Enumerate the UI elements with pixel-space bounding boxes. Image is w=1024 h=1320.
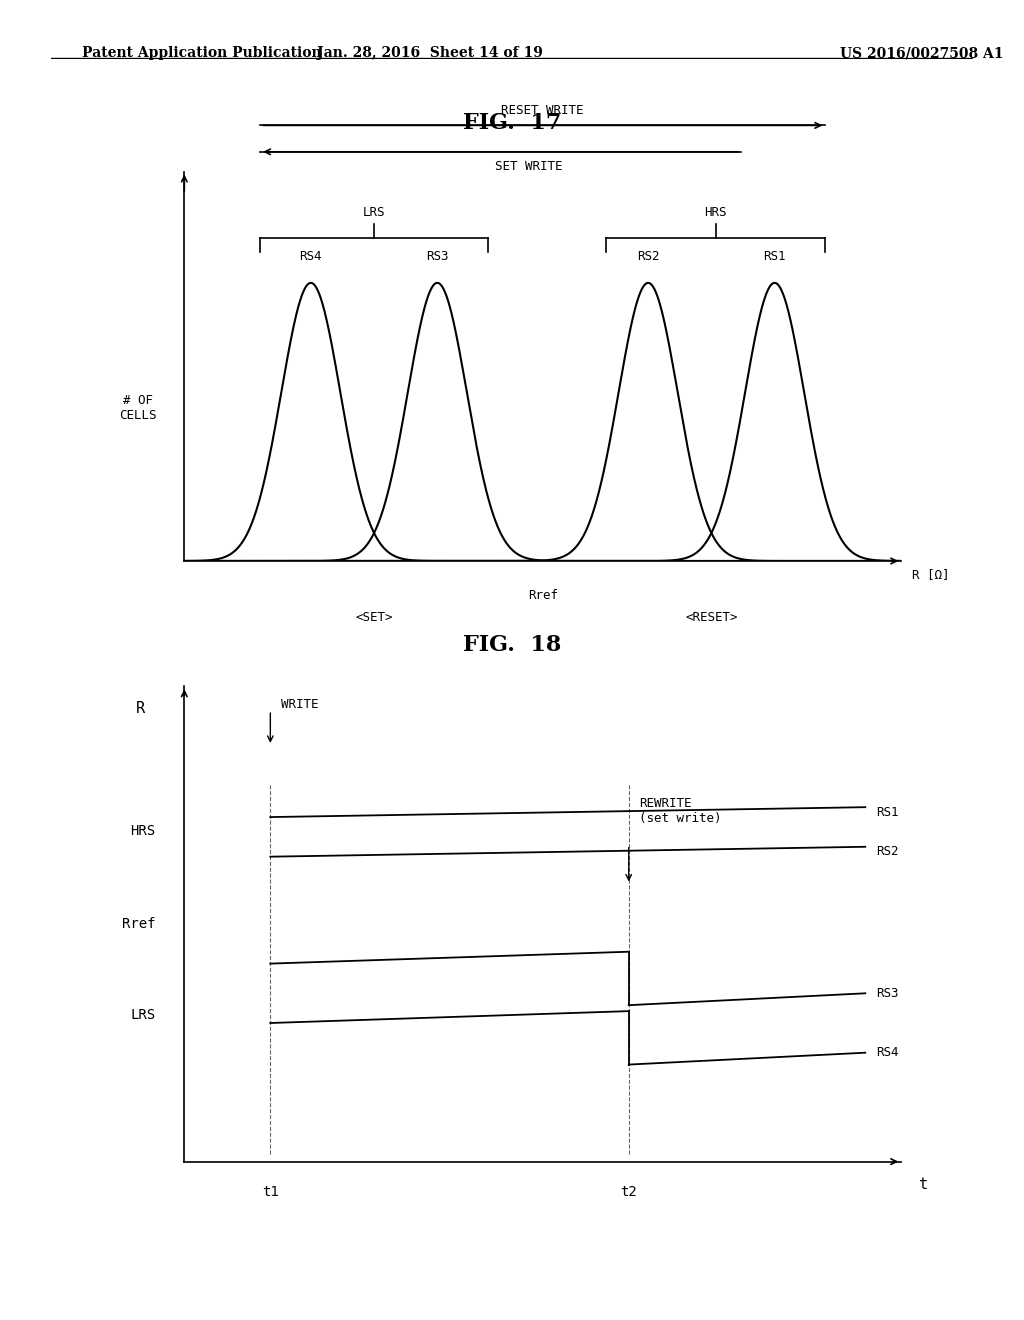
Text: REWRITE
(set write): REWRITE (set write): [639, 797, 722, 825]
Text: SET WRITE: SET WRITE: [496, 160, 563, 173]
Text: Rref: Rref: [527, 589, 558, 602]
Text: HRS: HRS: [130, 824, 156, 838]
Text: Rref: Rref: [122, 917, 156, 931]
Text: WRITE: WRITE: [281, 698, 318, 711]
Text: RS4: RS4: [300, 251, 323, 264]
Text: FIG.  17: FIG. 17: [463, 112, 561, 135]
Text: t: t: [920, 1177, 928, 1192]
Text: t2: t2: [621, 1185, 637, 1200]
Text: RS2: RS2: [876, 845, 898, 858]
Text: R [Ω]: R [Ω]: [912, 569, 949, 581]
Text: # OF
CELLS: # OF CELLS: [119, 395, 157, 422]
Text: RESET WRITE: RESET WRITE: [502, 104, 584, 117]
Text: Jan. 28, 2016  Sheet 14 of 19: Jan. 28, 2016 Sheet 14 of 19: [317, 46, 543, 61]
Text: RS2: RS2: [637, 251, 659, 264]
Text: RS3: RS3: [876, 987, 898, 999]
Text: RS4: RS4: [876, 1047, 898, 1059]
Text: LRS: LRS: [362, 206, 385, 219]
Text: Patent Application Publication: Patent Application Publication: [82, 46, 322, 61]
Text: <RESET>: <RESET>: [685, 611, 737, 624]
Text: RS3: RS3: [426, 251, 449, 264]
Text: RS1: RS1: [763, 251, 785, 264]
Text: <SET>: <SET>: [355, 611, 393, 624]
Text: US 2016/0027508 A1: US 2016/0027508 A1: [840, 46, 1004, 61]
Text: FIG.  18: FIG. 18: [463, 634, 561, 656]
Text: RS1: RS1: [876, 805, 898, 818]
Text: t1: t1: [262, 1185, 279, 1200]
Text: R: R: [136, 701, 145, 715]
Text: LRS: LRS: [130, 1008, 156, 1022]
Text: HRS: HRS: [705, 206, 727, 219]
